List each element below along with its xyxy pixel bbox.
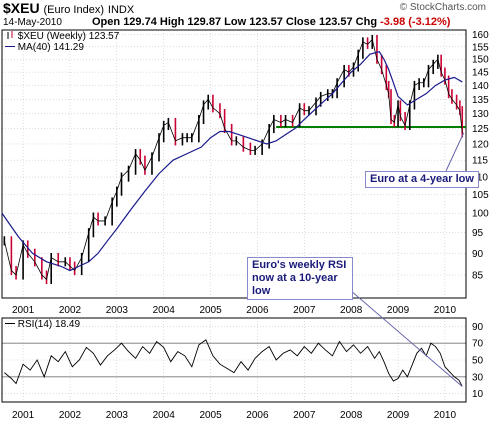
rsi-year-label-2005: 2005 — [199, 410, 222, 421]
weekly-price-bars — [3, 34, 464, 285]
price-tick-label-155: 155 — [472, 42, 489, 53]
open-value: 129.74 — [123, 16, 157, 28]
close-label: Close — [285, 16, 316, 28]
chart-symbol-title: $XEU (Euro Index) INDX — [3, 0, 134, 16]
rsi-panel-frame — [1, 317, 467, 403]
high-value: 129.87 — [187, 16, 222, 28]
legend-rsi: RSI(14) 18.49 — [5, 319, 80, 330]
price-year-label-2005: 2005 — [199, 305, 222, 316]
rsi-year-label-2004: 2004 — [153, 410, 176, 421]
arrow-rsi-low — [342, 283, 463, 387]
legend-ma: MA(40) 141.29 — [5, 42, 84, 53]
legend-ma-swatch — [5, 46, 15, 47]
price-year-label-2004: 2004 — [153, 305, 176, 316]
rsi-year-label-2003: 2003 — [106, 410, 129, 421]
legend-price-swatch — [5, 31, 15, 40]
rsi-x-axis: 2001 2002 2003 2004 2005 2006 2007 2008 2009 2010 — [12, 410, 457, 421]
legend-ma-label: MA(40) 141.29 — [17, 42, 84, 53]
rsi-year-label-2002: 2002 — [59, 410, 82, 421]
rsi-year-label-2008: 2008 — [340, 410, 363, 421]
price-panel-frame — [1, 29, 467, 299]
price-tick-label-125: 125 — [472, 124, 489, 135]
ma40-line — [1, 51, 463, 272]
legend-price: $XEU (Weekly) 123.57 — [5, 31, 119, 42]
symbol: $XEU — [3, 0, 40, 16]
price-tick-label-120: 120 — [472, 139, 489, 150]
price-year-label-2007: 2007 — [293, 305, 316, 316]
price-tick-label-110: 110 — [472, 173, 488, 184]
price-tick-label-145: 145 — [472, 68, 489, 79]
rsi-line — [4, 339, 463, 387]
rsi-tick-label-70: 70 — [472, 339, 484, 350]
rsi-y-axis: 10 30 50 70 90 — [472, 322, 484, 400]
ma40-polyline — [1, 51, 463, 272]
legend-price-label: $XEU (Weekly) 123.57 — [17, 31, 120, 42]
price-tick-label-135: 135 — [472, 95, 489, 106]
symbol-exchange: INDX — [107, 4, 135, 16]
price-year-label-2003: 2003 — [106, 305, 129, 316]
rsi-tick-label-30: 30 — [472, 372, 484, 383]
price-year-label-2006: 2006 — [246, 305, 269, 316]
copyright-notice: © StockCharts.com — [399, 2, 486, 13]
rsi-tick-label-10: 10 — [472, 389, 484, 400]
price-grid — [2, 30, 466, 298]
low-value: 123.57 — [249, 16, 283, 28]
rsi-year-label-2006: 2006 — [246, 410, 269, 421]
annotation-rsi-10-year-low: Euro's weekly RSI now at a 10-year low — [247, 257, 353, 300]
price-tick-label-160: 160 — [472, 30, 489, 41]
chg-label: Chg — [355, 16, 378, 28]
annotation-4-year-low: Euro at a 4-year low — [365, 171, 479, 188]
price-x-axis: 2001 2002 2003 2004 2005 2006 2007 2008 2009 2010 — [12, 305, 457, 316]
chg-value: -3.98 (-3.12%) — [380, 16, 451, 28]
rsi-tick-label-50: 50 — [472, 356, 484, 367]
price-year-label-2008: 2008 — [340, 305, 363, 316]
arrow-4-year-low — [445, 132, 465, 172]
price-year-label-2010: 2010 — [434, 305, 457, 316]
price-trace — [3, 38, 463, 281]
rsi-tick-label-90: 90 — [472, 322, 484, 333]
price-tick-label-90: 90 — [472, 249, 484, 260]
price-year-label-2001: 2001 — [12, 305, 35, 316]
rsi-year-label-2010: 2010 — [434, 410, 457, 421]
price-tick-label-140: 140 — [472, 81, 489, 92]
price-tick-label-100: 100 — [472, 209, 489, 220]
high-label: High — [159, 16, 185, 28]
price-tick-label-130: 130 — [472, 109, 489, 120]
open-label: Open — [92, 16, 121, 28]
price-tick-label-85: 85 — [472, 270, 484, 281]
low-label: Low — [224, 16, 247, 28]
symbol-name: (Euro Index) — [43, 4, 104, 16]
legend-rsi-swatch — [5, 323, 15, 324]
price-year-label-2009: 2009 — [387, 305, 410, 316]
price-tick-label-115: 115 — [472, 156, 488, 167]
rsi-polyline — [4, 339, 463, 387]
rsi-year-label-2001: 2001 — [12, 410, 35, 421]
ohlc-readout: Open 129.74 High 129.87 Low 123.57 Close… — [92, 16, 450, 28]
price-year-label-2002: 2002 — [59, 305, 82, 316]
quote-date: 14-May-2010 — [3, 17, 62, 28]
rsi-year-label-2007: 2007 — [293, 410, 316, 421]
price-y-axis: 85 90 95 100 105 110 115 120 125 130 135 140 145 150 1… — [472, 30, 489, 281]
price-tick-label-150: 150 — [472, 55, 489, 66]
price-tick-label-105: 105 — [472, 190, 489, 201]
close-value: 123.57 — [318, 16, 353, 28]
price-tick-label-95: 95 — [472, 228, 484, 239]
rsi-grid — [2, 318, 466, 402]
legend-rsi-label: RSI(14) 18.49 — [17, 319, 81, 330]
rsi-year-label-2009: 2009 — [387, 410, 410, 421]
annotation-arrows — [342, 132, 465, 387]
